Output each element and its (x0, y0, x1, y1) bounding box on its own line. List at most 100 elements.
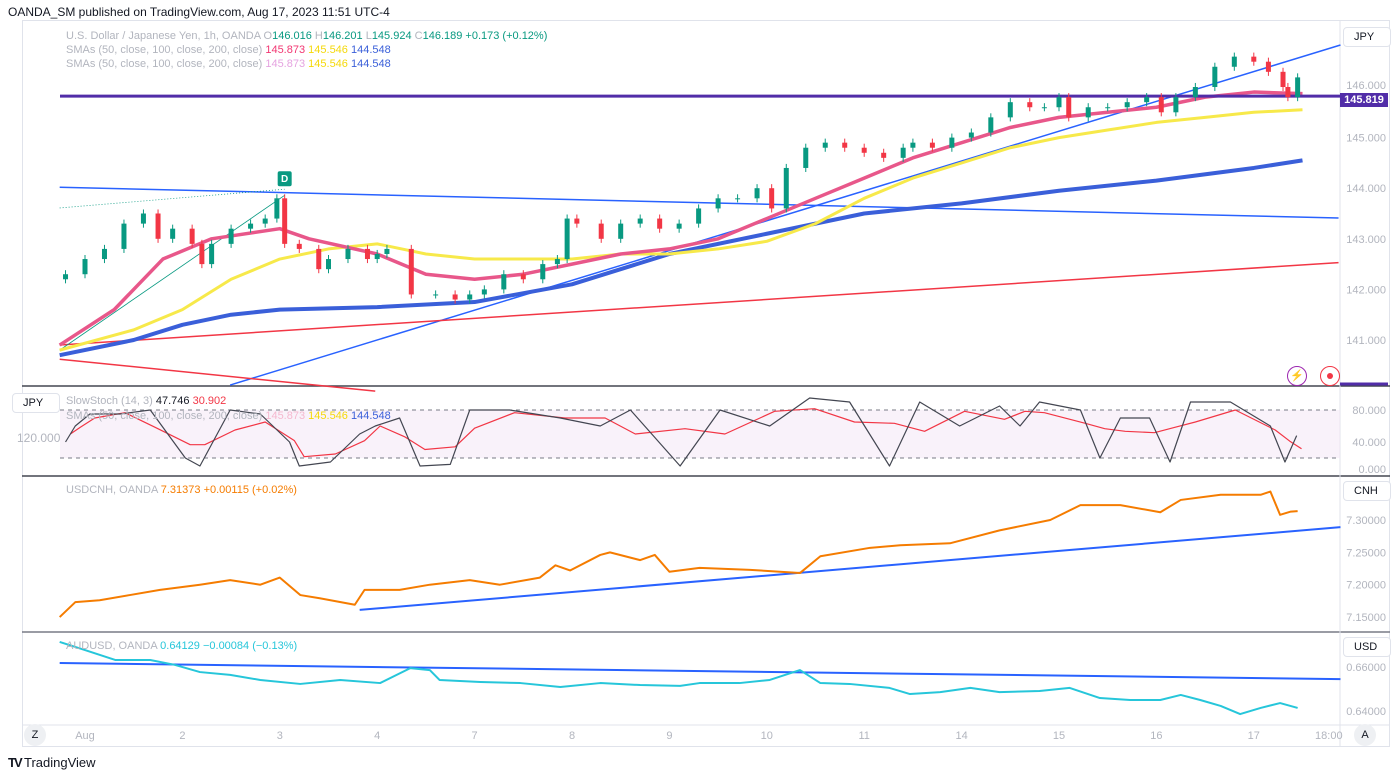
candle-body (155, 213, 161, 239)
aud-currency-button[interactable]: USD (1343, 637, 1391, 657)
trendline (59, 194, 285, 351)
z-button[interactable]: Z (24, 724, 46, 746)
candle-body (554, 259, 560, 265)
low-label: L (365, 30, 372, 42)
candle-body (754, 188, 760, 199)
candle-body (63, 274, 69, 280)
candle-body (501, 274, 507, 290)
y-tick-label: 7.30000 (1346, 515, 1386, 527)
y-tick-label: 80.000 (1352, 405, 1386, 417)
candle-body (540, 264, 546, 280)
sma100-line (59, 108, 1303, 352)
symbol-title: U.S. Dollar / Japanese Yen, 1h, OANDA (66, 30, 261, 42)
cnh-label: USDCNH, OANDA (66, 484, 158, 496)
sma100-value: 145.546 (308, 44, 348, 56)
x-tick-label: 17 (1248, 730, 1260, 742)
candle-body (1251, 56, 1257, 62)
candle-body (248, 223, 254, 229)
candle-body (637, 218, 643, 224)
aud-value: 0.64129 (160, 640, 200, 652)
candle-body (968, 132, 974, 138)
candle-body (189, 228, 195, 244)
sma-label: SMAs (50, close, 100, close, 200, close) (66, 44, 263, 56)
y-tick-label: 144.000 (1346, 183, 1386, 195)
candle-body (140, 213, 146, 224)
sma50-value: 145.873 (265, 410, 306, 422)
trendline (59, 261, 1339, 346)
candle-body (274, 198, 280, 219)
candle-body (929, 142, 935, 148)
candle-body (1173, 97, 1179, 113)
candle-body (384, 248, 390, 254)
sma50-value: 145.873 (265, 44, 306, 56)
y-tick-label: 0.000 (1358, 464, 1386, 476)
candle-body (988, 117, 994, 133)
candle-body (881, 152, 887, 158)
candle-body (1085, 107, 1091, 118)
x-tick-label: 3 (277, 730, 283, 742)
y-tick-label: 7.15000 (1346, 612, 1386, 624)
open-value: 146.016 (272, 30, 312, 42)
candle-body (1056, 97, 1062, 108)
candle-body (618, 223, 624, 239)
candle-body (1285, 87, 1291, 98)
aud-line (59, 640, 1298, 716)
sma200-value: 144.548 (350, 44, 391, 56)
y-tick-label: 141.000 (1346, 335, 1386, 347)
stoch-label: SlowStoch (14, 3) (66, 395, 153, 407)
cnh-change: +0.00115 (+0.02%) (203, 484, 297, 496)
x-tick-label: 15 (1053, 730, 1065, 742)
sma200-value: 144.548 (350, 58, 391, 70)
candle-body (1231, 56, 1237, 67)
stoch-k-value: 47.746 (155, 395, 190, 407)
candle-body (199, 243, 205, 265)
marker-label: D (281, 174, 288, 185)
candle-body (170, 228, 176, 239)
x-tick-label: 10 (761, 730, 773, 742)
candle-body (1124, 102, 1130, 108)
main-legend: U.S. Dollar / Japanese Yen, 1h, OANDA O1… (66, 30, 547, 42)
stoch-currency-button[interactable]: JPY (12, 393, 60, 413)
cnh-trendline (359, 526, 1341, 611)
stoch-k-line (65, 397, 1298, 467)
candle-body (364, 248, 370, 260)
main-currency-button[interactable]: JPY (1343, 27, 1391, 47)
high-value: 146.201 (322, 30, 363, 42)
candle-body (520, 274, 526, 280)
auto-scale-button[interactable]: A (1354, 724, 1376, 746)
aud-change: −0.00084 (−0.13%) (202, 640, 298, 652)
stoch-left-value: 120.000 (17, 431, 61, 445)
close-value: 146.189 (422, 30, 463, 42)
y-tick-label: 0.64000 (1346, 706, 1386, 718)
candle-body (574, 218, 580, 224)
x-tick-label: Aug (75, 730, 95, 742)
price-label: 145.819 (1340, 93, 1388, 107)
close-label: C (414, 30, 423, 42)
record-icon[interactable] (1320, 366, 1340, 386)
y-tick-label: 145.000 (1346, 133, 1386, 145)
open-label: O (263, 30, 273, 42)
x-tick-label: 18:00 (1315, 730, 1343, 742)
y-tick-label: 146.000 (1346, 80, 1386, 92)
lightning-icon[interactable]: ⚡ (1287, 366, 1307, 386)
cnh-currency-button[interactable]: CNH (1343, 481, 1391, 501)
change-value: +0.173 (+0.12%) (465, 30, 548, 42)
candle-body (842, 142, 848, 148)
candle-body (910, 142, 916, 148)
candle-body (282, 198, 288, 244)
candle-body (326, 259, 331, 270)
stoch-legend: SlowStoch (14, 3) 47.746 30.902 (66, 395, 226, 407)
candle-body (598, 223, 604, 239)
candle-body (1027, 102, 1033, 108)
candle-body (228, 228, 234, 244)
candle-body (900, 147, 906, 158)
candle-body (696, 208, 702, 224)
x-tick-label: 11 (858, 730, 869, 742)
candle-body (1295, 77, 1301, 98)
cnh-line (58, 490, 1298, 618)
low-value: 145.924 (371, 30, 412, 42)
y-tick-label: 7.20000 (1346, 580, 1386, 592)
candle-body (82, 259, 88, 275)
sma-legend-2: SMAs (50, close, 100, close, 200, close)… (66, 58, 391, 70)
